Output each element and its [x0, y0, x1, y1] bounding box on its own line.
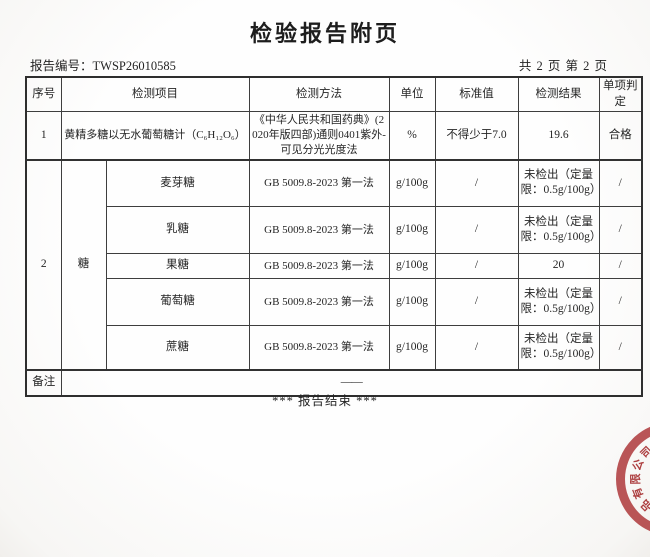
stamp-char: 限 [630, 473, 642, 485]
company-stamp: 品 有 限 公 司 [616, 422, 650, 536]
header-judge: 单项判定 [598, 76, 643, 113]
sugar-row-name: 乳糖 [105, 206, 250, 255]
report-number-label: 报告编号： [30, 59, 93, 73]
sugar-row-unit: g/100g [388, 253, 436, 280]
sugar-row-name: 蔗糖 [105, 325, 250, 371]
row1-method: 《中华人民共和国药典》(2020年版四部)通则0401紫外-可见分光光度法 [248, 111, 390, 161]
sugar-row-unit: g/100g [388, 206, 436, 255]
sugar-row-judge: / [598, 278, 643, 327]
sugar-row-unit: g/100g [388, 325, 436, 371]
header-method: 检测方法 [248, 76, 390, 113]
sugar-row-method: GB 5009.8-2023 第一法 [248, 206, 390, 255]
sugar-row-result: 未检出（定量限：0.5g/100g） [517, 206, 600, 255]
sugar-row-standard: / [434, 253, 519, 280]
table-row-sucrose: 蔗糖 GB 5009.8-2023 第一法 g/100g / 未检出（定量限：0… [26, 325, 643, 371]
sugar-row-result: 20 [517, 253, 600, 280]
row1-item: 黄精多糖以无水葡萄糖计（C₆H₁₂O₆） [60, 111, 250, 161]
sugar-row-method: GB 5009.8-2023 第一法 [248, 253, 390, 280]
sugar-row-unit: g/100g [388, 158, 436, 208]
sugar-row-unit: g/100g [388, 278, 436, 327]
sugar-category: 糖 [60, 158, 107, 371]
header-result: 检测结果 [517, 76, 600, 113]
row1-standard: 不得少于7.0 [434, 111, 519, 161]
row1-result: 19.6 [517, 111, 600, 161]
table-row-polysaccharide: 1 黄精多糖以无水葡萄糖计（C₆H₁₂O₆） 《中华人民共和国药典》(2020年… [25, 111, 643, 161]
report-number: 报告编号：TWSP26010585 [30, 55, 176, 74]
sugar-row-name: 果糖 [105, 253, 250, 280]
table-row-remark: 备注 —— [25, 368, 643, 397]
inspection-table: 序号 检测项目 检测方法 单位 标准值 检测结果 单项判定 1 黄精多糖以无水葡… [25, 76, 643, 397]
sugar-row-result: 未检出（定量限：0.5g/100g） [517, 158, 600, 208]
row1-unit: % [388, 111, 436, 161]
sugar-row-judge: / [598, 158, 643, 208]
sugar-row-standard: / [434, 325, 519, 371]
remark-label: 备注 [25, 368, 62, 397]
sugar-row-name: 麦芽糖 [105, 158, 250, 208]
sugar-row-standard: / [434, 278, 519, 327]
table-row-glucose: 葡萄糖 GB 5009.8-2023 第一法 g/100g / 未检出（定量限：… [26, 278, 643, 327]
sugar-row-result: 未检出（定量限：0.5g/100g） [517, 278, 600, 327]
page-title: 检验报告附页 [249, 21, 400, 46]
table-row-lactose: 乳糖 GB 5009.8-2023 第一法 g/100g / 未检出（定量限：0… [26, 206, 643, 255]
sugar-seq: 2 [25, 158, 62, 371]
row1-judge: 合格 [598, 111, 643, 161]
sugar-row-method: GB 5009.8-2023 第一法 [248, 278, 390, 327]
sugar-row-name: 葡萄糖 [105, 278, 250, 327]
sugar-row-standard: / [434, 158, 519, 208]
sugar-row-method: GB 5009.8-2023 第一法 [248, 325, 390, 371]
header-unit: 单位 [388, 76, 436, 113]
sugar-row-judge: / [598, 206, 643, 255]
table-header-row: 序号 检测项目 检测方法 单位 标准值 检测结果 单项判定 [25, 76, 643, 113]
report-number-value: TWSP26010585 [92, 59, 176, 73]
report-meta: 报告编号：TWSP26010585 共 2 页 第 2 页 [0, 48, 650, 78]
report-end-note: *** 报告结束 *** [272, 394, 378, 408]
remark-value: —— [60, 368, 643, 397]
sugar-row-standard: / [434, 206, 519, 255]
sugar-row-judge: / [598, 325, 643, 371]
header-standard: 标准值 [434, 76, 519, 113]
sugar-row-judge: / [598, 253, 643, 280]
row1-seq: 1 [25, 111, 62, 161]
table-row-maltose: 2 糖 麦芽糖 GB 5009.8-2023 第一法 g/100g / 未检出（… [25, 158, 643, 371]
table-row-fructose: 果糖 GB 5009.8-2023 第一法 g/100g / 20 / [26, 253, 643, 280]
page-count: 共 2 页 第 2 页 [518, 59, 608, 73]
sugar-row-method: GB 5009.8-2023 第一法 [248, 158, 390, 208]
header-item: 检测项目 [60, 76, 250, 113]
header-seq: 序号 [25, 76, 62, 113]
sugar-row-result: 未检出（定量限：0.5g/100g） [517, 325, 600, 371]
